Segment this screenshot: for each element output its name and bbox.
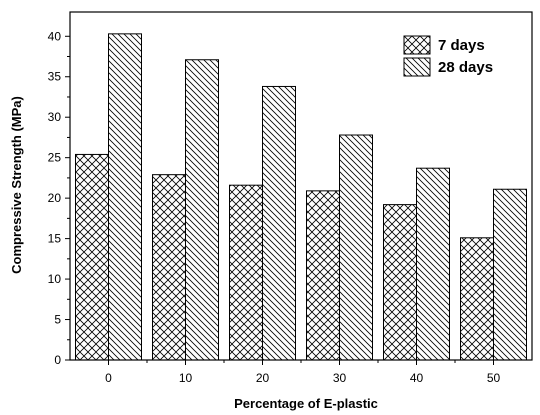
bar <box>306 190 340 361</box>
legend-swatch <box>403 35 431 55</box>
legend-label: 28 days <box>438 59 493 76</box>
plot-area: 0 5 10 15 20 25 30 35 40 0 10 20 30 40 50 7 days 28 days <box>48 11 533 385</box>
x-tick-label: 50 <box>487 371 501 385</box>
x-tick-label: 20 <box>256 371 270 385</box>
x-axis-title: Percentage of E-plastic <box>234 396 378 411</box>
y-tick-label: 5 <box>54 313 61 327</box>
bar <box>75 153 109 361</box>
bar <box>152 174 186 361</box>
x-tick-label: 40 <box>410 371 424 385</box>
legend-swatch <box>403 57 431 77</box>
y-tick-label: 10 <box>48 272 62 286</box>
y-tick-label: 35 <box>48 70 62 84</box>
bar <box>383 204 417 361</box>
y-axis-title: Compressive Strength (MPa) <box>9 96 24 274</box>
bar <box>185 59 219 361</box>
x-tick-label: 10 <box>179 371 193 385</box>
x-tick-label: 30 <box>333 371 347 385</box>
bar <box>460 237 494 361</box>
y-tick-label: 30 <box>48 110 62 124</box>
y-tick-label: 15 <box>48 232 62 246</box>
y-tick-label: 25 <box>48 151 62 165</box>
legend-label: 7 days <box>438 37 485 54</box>
bar <box>262 85 296 361</box>
y-tick-label: 20 <box>48 191 62 205</box>
bar <box>339 134 373 361</box>
y-tick-label: 0 <box>54 353 61 367</box>
bar <box>493 188 527 361</box>
bar <box>229 184 263 361</box>
bar <box>108 33 142 361</box>
y-tick-label: 40 <box>48 29 62 43</box>
bar <box>416 167 450 361</box>
x-tick-label: 0 <box>105 371 112 385</box>
